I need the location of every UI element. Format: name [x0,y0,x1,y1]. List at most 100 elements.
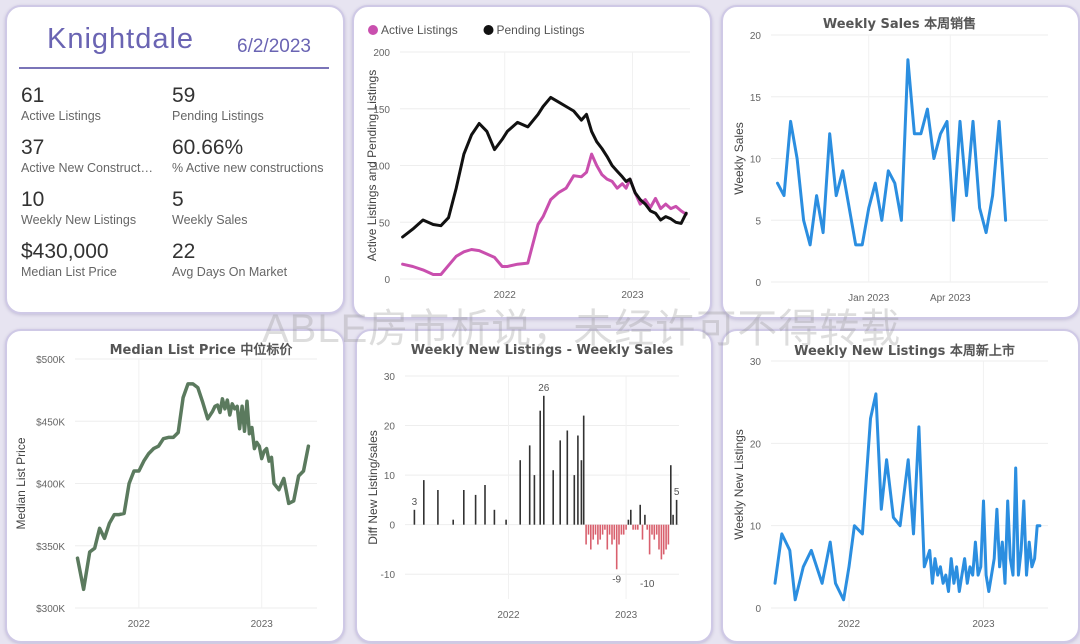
kpi-value: 22 [172,240,196,263]
bar [670,465,672,525]
bar [625,524,627,530]
weekly-sales-line [776,58,1008,247]
bar [646,524,648,530]
y-axis-label: Weekly Sales [732,122,746,194]
y-axis-label: Active Listings and Pending Listings [365,70,379,261]
bar [611,524,613,545]
listings-chart: 0 50 100 150 200 2022 2023 Active Listings and … [365,23,690,301]
y-tick-label: $350K [36,542,65,553]
x-tick-label: Apr 2023 [930,293,971,304]
kpi-value: 61 [21,84,45,107]
median-price-chart: Median List Price 中位标价 $300K $350K $400K $45… [14,342,317,630]
chart-title: Weekly New Listings - Weekly Sales [411,343,674,358]
bar [632,524,634,530]
median-price-line [75,382,311,592]
bar [639,504,641,525]
kpi-label: Median List Price [21,265,117,279]
bar [660,524,663,560]
y-tick-label: 0 [755,604,761,615]
x-tick-label: 2023 [621,290,644,301]
bar [675,499,678,525]
bar [559,440,561,525]
bar [539,410,541,525]
bar [648,524,651,555]
chart-title: Weekly Sales 本周销售 [823,16,976,32]
x-tick-label: 2022 [838,619,861,630]
kpi-value: 60.66% [172,136,244,159]
kpi-label: Pending Listings [172,109,264,123]
y-tick-label: 20 [384,422,396,433]
kpi-value: $430,000 [21,240,109,263]
y-tick-label: $400K [36,480,65,491]
y-tick-label: 30 [384,372,396,383]
x-tick-label: Jan 2023 [848,293,890,304]
kpi-active-new-constructions: 37 Active New Constructions [21,136,181,176]
bar [601,524,604,535]
bar [590,524,592,550]
y-tick-label: 20 [750,31,762,42]
bar [672,514,674,525]
bar [599,524,601,540]
y-tick-label: 150 [373,105,390,116]
bar [528,445,531,525]
bar [577,435,579,525]
y-tick-label: 0 [755,278,761,289]
y-tick-label: 10 [750,522,762,533]
bar [587,524,590,535]
kpi-median-list-price: $430,000 Median List Price [21,240,181,280]
bar [592,524,594,540]
y-tick-label: 5 [755,216,761,227]
chart-title: Median List Price 中位标价 [110,342,294,358]
bar [484,485,486,525]
new-listings-chart-card: Weekly New Listings 本周新上市 0 10 20 30 2022 2023… [721,329,1080,643]
bar [543,395,545,525]
weekly-sales-chart: Weekly Sales 本周销售 0 5 10 15 20 Jan 2023 Apr 202… [732,16,1048,304]
kpi-label: Weekly Sales [172,213,248,227]
y-axis-label: Weekly New Listings [732,429,746,539]
bar [655,524,658,535]
y-axis-label: Diff New Listing/sales [366,430,380,545]
bar [533,475,536,525]
y-tick-label: 20 [750,439,762,450]
bar [618,524,620,545]
y-tick-label: $500K [36,355,65,366]
bar [423,480,425,525]
bar [608,524,611,535]
new-listings-chart: Weekly New Listings 本周新上市 0 10 20 30 2022 2023… [732,343,1048,630]
kpi-weekly-sales: 5 Weekly Sales [172,188,332,228]
bar [573,475,576,525]
kpi-label: Weekly New Listings [21,213,137,227]
kpi-label: Avg Days On Market [172,265,288,279]
y-tick-label: 10 [384,471,396,482]
bar [493,509,496,525]
bar [641,524,644,540]
pending-listings-line [401,95,688,239]
bar [651,524,653,535]
bar [474,494,477,525]
bar [613,524,616,540]
y-tick-label: 15 [750,93,762,104]
y-tick-label: 100 [373,162,390,173]
diff-chart: Weekly New Listings - Weekly Sales -10 0 10… [366,343,680,621]
bar [637,524,639,530]
city-title: Knightdale [47,23,195,55]
bar [615,524,618,570]
bar [604,524,606,530]
y-tick-label: 0 [389,521,395,532]
data-label: 26 [538,383,550,394]
bar [585,524,587,545]
kpi-pending-listings: 59 Pending Listings [172,84,332,124]
title-divider [19,67,329,69]
legend-label: Pending Listings [497,23,585,37]
x-tick-label: 2022 [128,619,151,630]
y-tick-label: 30 [750,357,762,368]
bar [662,524,665,555]
bar [582,415,585,525]
x-tick-label: 2022 [494,290,517,301]
legend-marker [368,25,378,35]
kpi-value: 10 [21,188,45,211]
legend-label: Active Listings [381,23,458,37]
bar [552,470,554,525]
report-date: 6/2/2023 [237,36,311,57]
bar [667,524,670,545]
